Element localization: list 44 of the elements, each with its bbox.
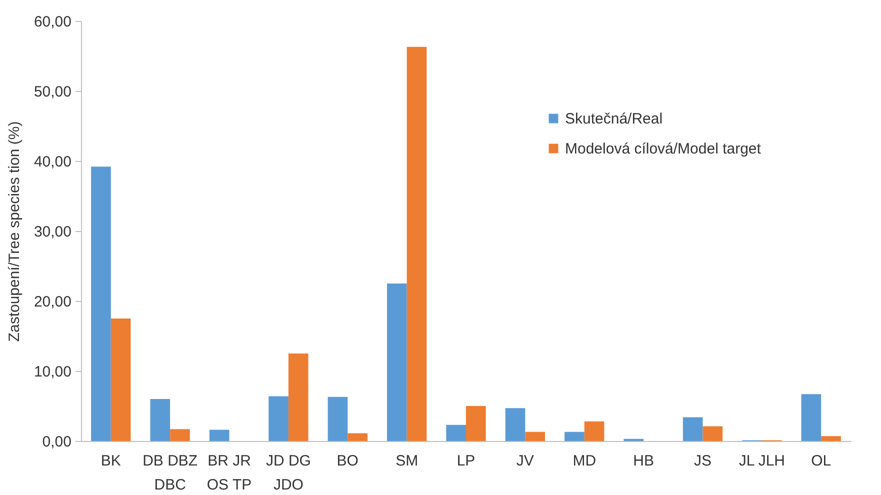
x-tick-label: SM — [396, 452, 418, 470]
bar — [110, 318, 131, 441]
bar — [702, 426, 723, 441]
x-tick-label: JD DG JDO — [266, 452, 311, 494]
bar — [821, 436, 841, 441]
bar — [328, 396, 348, 441]
bar — [682, 417, 703, 441]
y-tick-label: 60,00 — [34, 14, 72, 30]
legend-label: Modelová cílová/Model target — [565, 140, 762, 158]
bar — [91, 166, 111, 441]
x-tick-label: JL JLH — [738, 452, 785, 470]
x-tick-label: OL — [811, 452, 832, 470]
x-tick-label: LP — [456, 452, 476, 470]
y-tick-label: 50,00 — [34, 84, 72, 100]
bar — [801, 394, 822, 441]
x-tick-label: BO — [336, 452, 358, 470]
bar — [288, 354, 308, 441]
bar — [505, 408, 526, 441]
x-tick-label: MD — [572, 452, 596, 470]
x-tick-label: BR JR OS TP — [206, 452, 252, 494]
bar — [170, 429, 190, 441]
y-tick-label: 0,00 — [42, 434, 72, 450]
x-tick-label: JV — [516, 452, 534, 470]
y-axis-title: Zastoupení/Tree species tion (%) — [6, 121, 23, 342]
y-tick-label: 20,00 — [34, 294, 72, 310]
bar — [150, 399, 170, 441]
x-tick-label: BK — [100, 452, 121, 470]
x-tick-label: HB — [633, 452, 654, 470]
bar — [268, 396, 288, 441]
bar — [525, 432, 546, 441]
bar — [466, 406, 486, 441]
bar — [386, 284, 407, 441]
x-tick-label: JS — [694, 452, 712, 470]
bar — [446, 424, 466, 441]
y-tick-label: 30,00 — [34, 224, 72, 240]
y-tick-label: 10,00 — [34, 364, 72, 380]
bar — [584, 421, 604, 441]
legend-label: Skutečná/Real — [565, 110, 663, 128]
x-tick-label: DB DBZ DBC — [142, 452, 198, 494]
y-tick-label: 40,00 — [34, 154, 72, 170]
bar — [564, 432, 584, 441]
bar — [209, 430, 230, 441]
bar — [406, 46, 427, 441]
bar — [348, 433, 368, 441]
